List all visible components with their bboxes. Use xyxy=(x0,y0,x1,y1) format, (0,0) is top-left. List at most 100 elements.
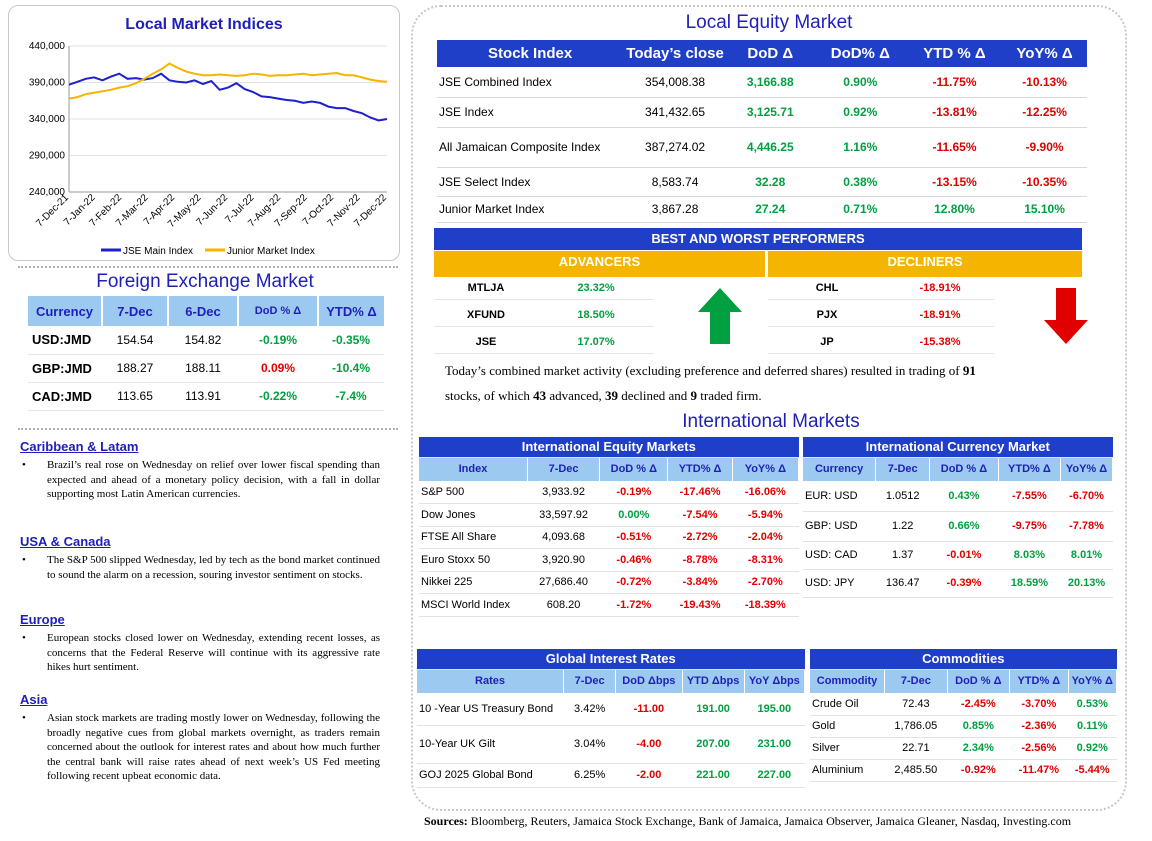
rates-header: YTD Δbps xyxy=(682,669,745,693)
intl-currency-yoy: 20.13% xyxy=(1060,569,1113,598)
intl-equity-caption-row: International Equity Markets xyxy=(419,437,799,458)
intl-equity-caption: International Equity Markets xyxy=(419,437,799,458)
fx-title: Foreign Exchange Market xyxy=(96,271,314,292)
intl-equity-name: FTSE All Share xyxy=(419,526,528,549)
equity-close: 387,274.02 xyxy=(623,127,727,168)
intl-equity-value: 3,920.90 xyxy=(527,548,600,572)
intl-equity-ytd: -19.43% xyxy=(667,593,733,617)
decliner-row: CHL -18.91% xyxy=(768,276,994,300)
commodity-ytd: -2.36% xyxy=(1009,715,1069,738)
rates-dod: -2.00 xyxy=(615,763,682,788)
global-interest-rates-table: Global Interest Rates Rates 7-Dec DoD Δbps Y… xyxy=(417,649,806,788)
intl-equity-yoy: -2.70% xyxy=(732,571,799,594)
intl-currency-caption-row: International Currency Market xyxy=(803,437,1113,458)
intl-equity-yoy: -2.04% xyxy=(732,526,799,549)
intl-equity-name: Nikkei 225 xyxy=(419,571,528,594)
intl-equity-value: 27,686.40 xyxy=(527,571,600,594)
sources: Sources: Bloomberg, Reuters, Jamaica Sto… xyxy=(424,814,1072,828)
intl-currency-header: YoY% Δ xyxy=(1060,457,1113,481)
intl-currency-dod: -0.39% xyxy=(929,569,999,598)
equity-dod-pct: 1.16% xyxy=(813,127,907,168)
equity-yoy: -12.25% xyxy=(1002,97,1087,128)
commodity-header: 7-Dec xyxy=(884,669,948,693)
local-indices-chart: 440,000390,000340,000290,000240,0007-Dec… xyxy=(29,41,390,257)
commodity-value: 1,786.05 xyxy=(884,715,948,738)
commodity-yoy: -5.44% xyxy=(1068,759,1117,782)
intl-currency-yoy: -6.70% xyxy=(1060,481,1113,512)
advancer-symbol: MTLJA xyxy=(467,282,505,294)
rates-value: 6.25% xyxy=(563,763,616,788)
intl-currency-header: DoD % Δ xyxy=(929,457,999,481)
decliner-change: -18.91% xyxy=(919,309,961,321)
rates-header: YoY Δbps xyxy=(744,669,806,693)
rates-row: 10 -Year US Treasury Bond 3.42% -11.00 191.… xyxy=(417,693,805,726)
intl-currency-row: EUR: USD 1.0512 0.43% -7.55% -6.70% xyxy=(803,481,1113,512)
fx-dod: 0.09% xyxy=(238,354,318,383)
intl-equity-yoy: -16.06% xyxy=(732,481,799,504)
news-item-europe: European stocks closed lower on Wednesda… xyxy=(20,631,380,675)
commodity-header: YoY% Δ xyxy=(1068,669,1118,693)
news-heading-asia: Asia xyxy=(20,692,48,707)
commodity-value: 22.71 xyxy=(884,737,948,760)
equity-yoy: -10.35% xyxy=(1002,167,1087,197)
intl-currency-header-row: Currency 7-Dec DoD % Δ YTD% Δ YoY% Δ xyxy=(803,457,1113,481)
equity-row: Junior Market Index 3,867.28 27.24 0.71% 12.… xyxy=(437,196,1087,223)
equity-ytd: -13.81% xyxy=(906,97,1003,128)
rates-row: 10-Year UK Gilt 3.04% -4.00 207.00 231.00 xyxy=(417,725,805,764)
rates-header: Rates xyxy=(417,669,565,693)
fx-header: 7-Dec xyxy=(102,296,169,326)
intl-equity-ytd: -3.84% xyxy=(667,571,733,594)
y-tick-label: 340,000 xyxy=(29,114,66,125)
advancer-change: 18.50% xyxy=(577,309,615,321)
equity-row: JSE Select Index 8,583.74 32.28 0.38% -13.15… xyxy=(437,167,1087,197)
advancer-row: XFUND 18.50% xyxy=(434,303,654,327)
intl-equity-yoy: -8.31% xyxy=(732,548,799,572)
advancer-symbol: JSE xyxy=(475,336,497,348)
rates-caption: Global Interest Rates xyxy=(417,649,805,670)
down-arrow-icon xyxy=(1044,288,1088,344)
decliner-symbol: JP xyxy=(820,336,834,348)
intl-currency-caption: International Currency Market xyxy=(803,437,1113,458)
rates-name: 10-Year UK Gilt xyxy=(417,725,564,764)
equity-header: YoY% Δ xyxy=(1002,40,1087,67)
equity-index-name: All Jamaican Composite Index xyxy=(437,127,624,168)
fx-ytd: -10.4% xyxy=(318,354,384,383)
y-tick-label: 390,000 xyxy=(29,78,66,89)
fx-header: 6-Dec xyxy=(168,296,239,326)
equity-row: All Jamaican Composite Index 387,274.02 4,… xyxy=(437,127,1087,168)
rates-dod: -4.00 xyxy=(615,725,682,764)
advancer-change: 23.32% xyxy=(577,282,615,294)
commodity-name: Silver xyxy=(810,737,885,760)
intl-currency-name: EUR: USD xyxy=(803,481,876,512)
international-markets-title: International Markets xyxy=(682,411,860,432)
equity-close: 354,008.38 xyxy=(623,67,727,98)
equity-close: 3,867.28 xyxy=(623,196,727,223)
equity-ytd: 12.80% xyxy=(906,196,1003,223)
intl-currency-value: 1.0512 xyxy=(875,481,930,512)
rates-dod: -11.00 xyxy=(615,693,682,726)
legend-label: Junior Market Index xyxy=(227,246,315,257)
intl-currency-header: Currency xyxy=(803,457,877,481)
news-item-caribbean: Brazil’s real rose on Wednesday on relie… xyxy=(20,458,380,502)
rates-yoy: 227.00 xyxy=(744,763,805,788)
rates-name: 10 -Year US Treasury Bond xyxy=(417,693,564,726)
intl-equity-yoy: -5.94% xyxy=(732,503,799,527)
equity-dod-pct: 0.71% xyxy=(813,196,907,223)
fx-row: GBP:JMD 188.27 188.11 0.09% -10.4% xyxy=(28,354,384,383)
commodity-ytd: -2.56% xyxy=(1009,737,1069,760)
intl-equity-header: YTD% Δ xyxy=(667,457,733,481)
commodity-caption: Commodities xyxy=(810,649,1117,670)
intl-currency-ytd: -9.75% xyxy=(998,511,1061,542)
commodity-yoy: 0.92% xyxy=(1068,737,1117,760)
fx-ytd: -0.35% xyxy=(318,326,384,355)
decliners-label: DECLINERS xyxy=(768,251,1082,277)
intl-equity-value: 33,597.92 xyxy=(527,503,600,527)
commodity-name: Crude Oil xyxy=(810,693,885,716)
commodity-value: 2,485.50 xyxy=(884,759,948,782)
fx-header: Currency xyxy=(28,296,103,326)
intl-equity-header-row: Index 7-Dec DoD % Δ YTD% Δ YoY% Δ xyxy=(419,457,800,481)
fx-value: 113.65 xyxy=(102,382,168,411)
commodity-caption-row: Commodities xyxy=(810,649,1117,670)
fx-header: DoD % Δ xyxy=(238,296,319,326)
commodity-yoy: 0.11% xyxy=(1068,715,1117,738)
